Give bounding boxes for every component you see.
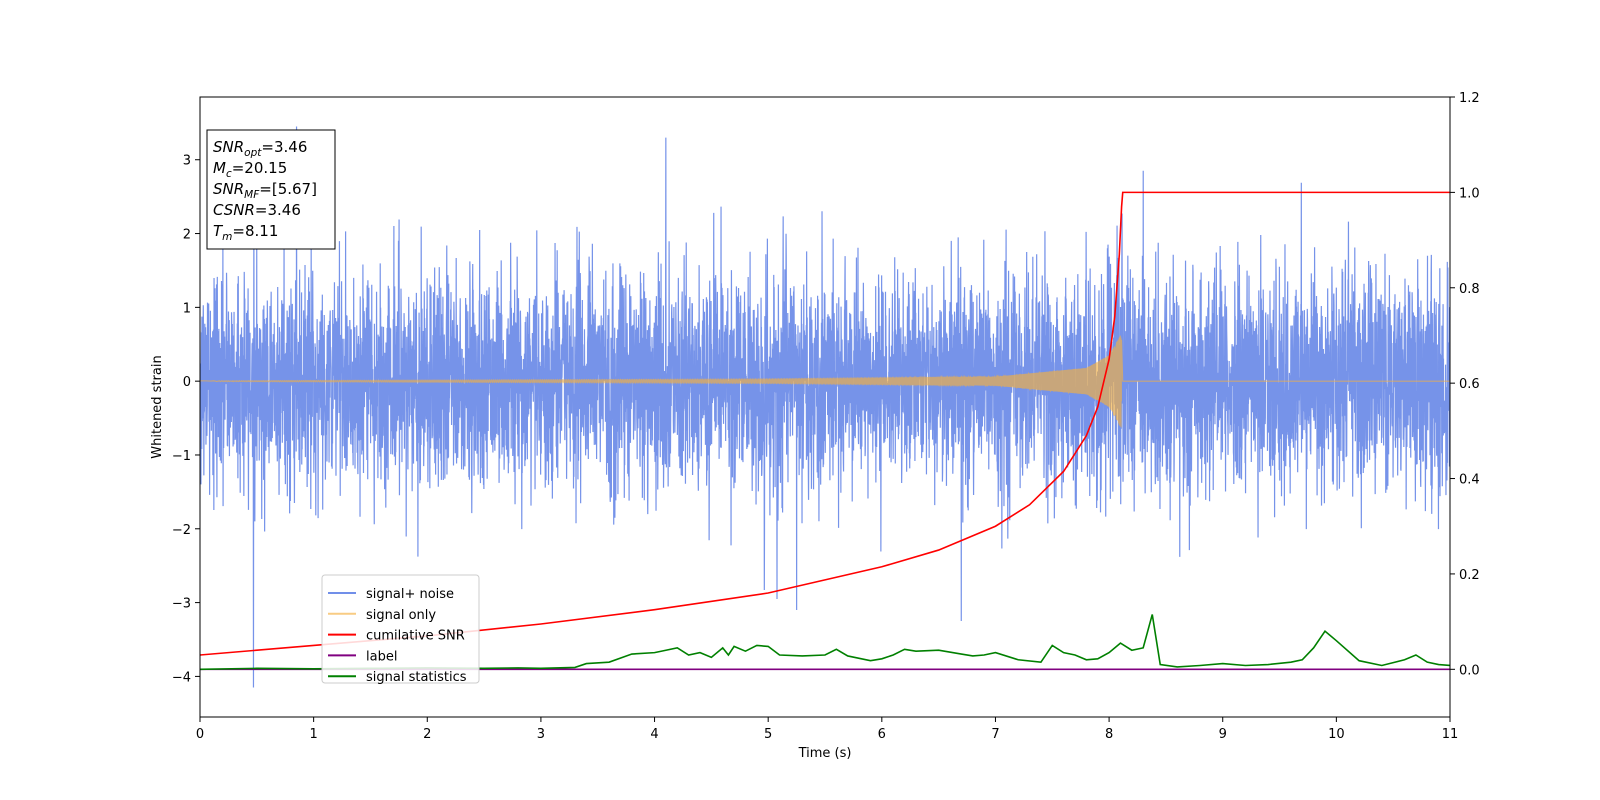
y-axis-right: 0.0 0.2 0.4 0.6 0.8 1.0 1.2	[1450, 91, 1480, 678]
y-tick-label: 2	[183, 228, 191, 243]
y-tick-label: −2	[172, 523, 191, 538]
annotation-symbol: M	[213, 159, 226, 177]
annotation-value: =8.11	[232, 222, 278, 240]
x-tick-label: 10	[1328, 727, 1345, 742]
annotation-symbol: T	[213, 222, 224, 240]
x-tick-label: 2	[423, 727, 431, 742]
annotation-line: CSNR=3.46	[213, 201, 301, 219]
y2-tick-label: 0.0	[1459, 663, 1480, 678]
x-tick-label: 8	[1105, 727, 1113, 742]
annotation-frame	[206, 129, 336, 250]
annotation-value: =3.46	[261, 138, 307, 156]
annotation-value: =3.46	[255, 201, 301, 219]
y-tick-label: 0	[183, 375, 191, 390]
legend-entry: signal statistics	[366, 670, 467, 685]
annotation-symbol: SNR	[213, 180, 244, 198]
series-signal-statistics	[200, 614, 1450, 671]
x-axis-label: Time (s)	[798, 746, 852, 761]
x-axis: 0 1 2 3 4 5 6 7 8 9 10 11	[196, 717, 1458, 742]
annotation-line: Tm=8.11	[213, 222, 278, 243]
annotation-line: SNRopt=3.46	[213, 138, 307, 159]
y-tick-label: 3	[183, 154, 191, 169]
legend-entry: cumilative SNR	[366, 629, 465, 644]
y2-tick-label: 0.6	[1459, 377, 1480, 392]
stats-annotation-box: SNRopt=3.46Mc=20.15SNRMF=[5.67]CSNR=3.46…	[206, 129, 336, 250]
x-tick-label: 9	[1219, 727, 1227, 742]
y2-tick-label: 0.8	[1459, 282, 1480, 297]
annotation-subscript: m	[222, 231, 232, 243]
y2-tick-label: 1.0	[1459, 186, 1480, 201]
annotation-value: =[5.67]	[259, 180, 317, 198]
annotation-symbol: SNR	[213, 138, 244, 156]
y-tick-label: 1	[183, 301, 191, 316]
x-tick-label: 1	[309, 727, 317, 742]
x-tick-label: 3	[537, 727, 545, 742]
plot-frame	[199, 96, 1451, 718]
annotation-value: =20.15	[232, 159, 288, 177]
legend-entry: label	[366, 649, 397, 664]
legend: signal+ noise signal only cumilative SNR la…	[321, 574, 480, 685]
x-tick-label: 11	[1442, 727, 1459, 742]
y2-tick-label: 0.2	[1459, 568, 1480, 583]
legend-entry: signal only	[366, 608, 436, 623]
x-tick-label: 6	[878, 727, 886, 742]
annotation-subscript: MF	[244, 189, 260, 201]
y-axis-left: −4 −3 −2 −1 0 1 2 3	[172, 154, 200, 685]
y-tick-label: −4	[172, 670, 191, 685]
y-axis-label: Whitened strain	[150, 355, 165, 458]
series-signal-only	[200, 335, 1450, 428]
x-tick-label: 5	[764, 727, 772, 742]
annotation-subscript: opt	[244, 147, 262, 159]
y-tick-label: −1	[172, 449, 191, 464]
x-tick-label: 0	[196, 727, 204, 742]
series-signal-noise	[200, 126, 1450, 688]
annotation-line: Mc=20.15	[213, 159, 287, 180]
annotation-subscript: c	[226, 168, 232, 180]
y2-tick-label: 1.2	[1459, 91, 1480, 106]
annotation-symbol: CSNR	[213, 201, 255, 219]
y-tick-label: −3	[172, 597, 191, 612]
series-cumulative-snr	[200, 191, 1450, 656]
legend-entry: signal+ noise	[366, 587, 454, 602]
x-tick-label: 7	[991, 727, 999, 742]
legend-frame	[321, 574, 480, 684]
annotation-line: SNRMF=[5.67]	[213, 180, 317, 201]
y2-tick-label: 0.4	[1459, 473, 1480, 488]
x-tick-label: 4	[650, 727, 658, 742]
